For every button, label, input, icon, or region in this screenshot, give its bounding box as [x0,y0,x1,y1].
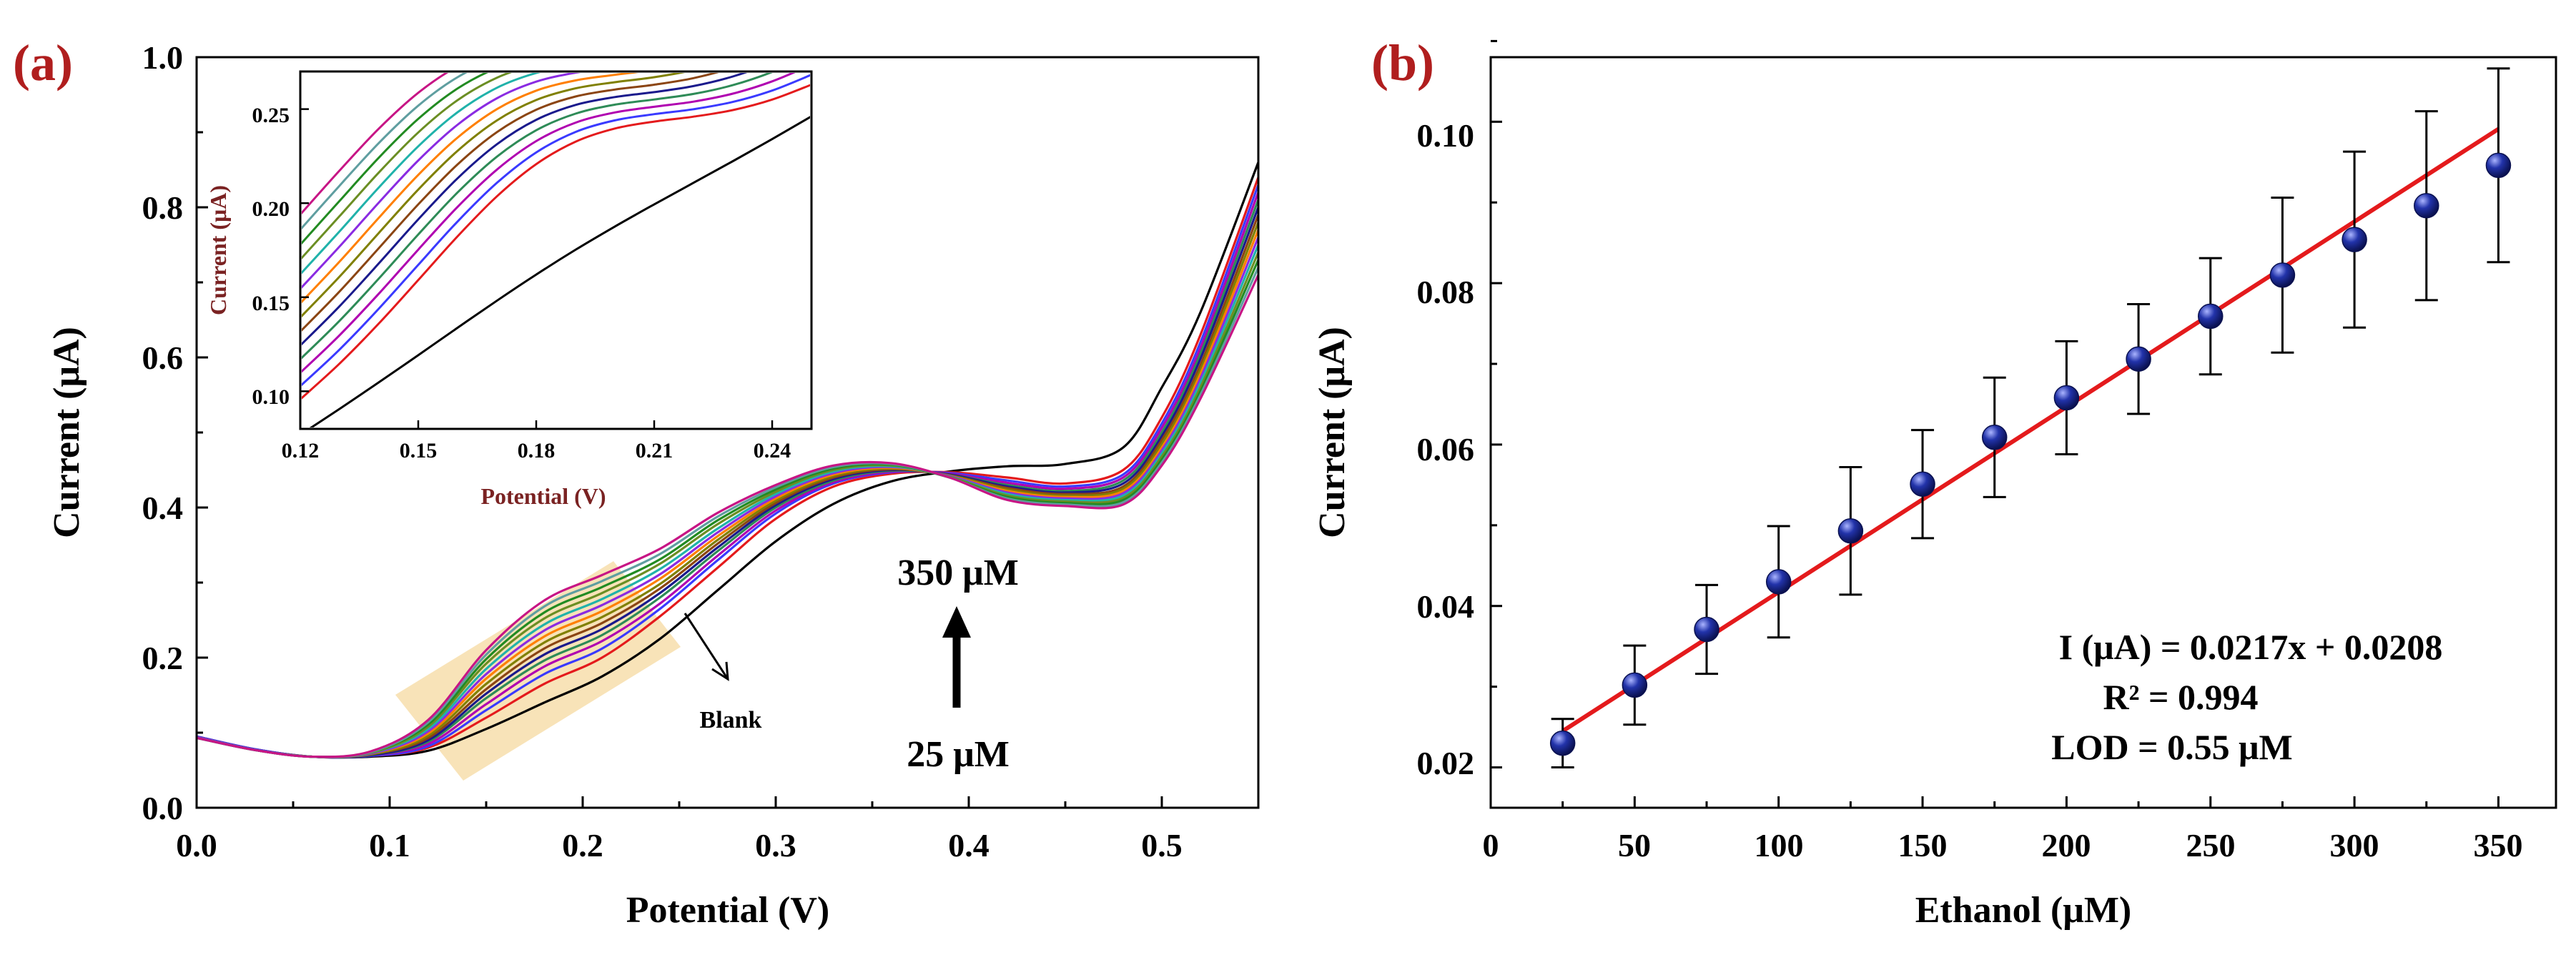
plot-b-frame [1489,56,2557,809]
inset-ytick-1: 0.15 [252,292,290,315]
inset-curve-9 [302,73,581,290]
calibration-marks [1549,67,2512,769]
a-xtick-2: 0.2 [562,827,603,863]
b-xtick-1: 50 [1618,827,1651,863]
inset-curve-3 [302,73,796,373]
inset-ytick-0: 0.10 [252,385,290,409]
inset-curve-2 [302,74,810,387]
label-blank: Blank [700,707,762,733]
blank-pointer-head [711,661,729,681]
panel-b: (b) 0 50 100 150 200 250 300 350 0.02 0.… [1312,34,2557,931]
data-point-12 [2414,192,2439,219]
inset-curve-7 [302,73,686,318]
a-ytick-1: 0.2 [142,640,184,676]
inset-xtick-0: 0.12 [282,439,320,462]
inset-curve-0 [309,116,810,427]
data-point-5 [1910,471,1935,498]
fit-equation: I (μA) = 0.0217x + 0.0208 [2059,627,2443,667]
inset-xtick-2: 0.18 [518,439,556,462]
label-350uM: 350 μM [897,553,1019,593]
a-ylabel: Current (μA) [46,327,87,538]
inset-curve-1 [302,84,810,400]
plot-b-ticks [1489,39,2499,808]
plot-a-ticks [195,56,1260,809]
a-xtick-4: 0.4 [948,827,990,863]
data-point-3 [1765,569,1792,595]
label-25uM: 25 μM [907,734,1010,775]
inset-ytick-3: 0.25 [252,104,290,127]
inset-xtick-3: 0.21 [636,439,673,462]
data-point-13 [2485,152,2512,179]
data-point-6 [1981,425,2008,450]
panel-a: (a) 0.0 0.1 0.2 0.3 0.4 0.5 0.0 0.2 0.4 … [13,34,1260,931]
a-xtick-0: 0.0 [176,827,217,863]
inset-curve-8 [302,73,639,304]
inset-curve-10 [302,73,541,274]
data-point-4 [1837,518,1864,544]
a-ytick-2: 0.4 [142,490,184,526]
inset-curve-4 [302,73,773,360]
inset-ticks [299,108,774,429]
inset-curve-5 [302,73,748,346]
b-ytick-4: 0.10 [1417,117,1475,154]
panel-b-label: (b) [1371,34,1434,91]
a-xtick-1: 0.1 [369,827,410,863]
inset-ytick-2: 0.20 [252,197,290,221]
data-point-0 [1549,730,1576,756]
b-xtick-6: 300 [2330,827,2379,863]
data-point-7 [2053,385,2080,411]
data-point-8 [2126,346,2151,372]
increase-arrow-head [942,606,971,638]
inset-curve-14 [302,73,449,215]
inset-xtick-1: 0.15 [400,439,438,462]
inset-xlabel: Potential (V) [480,483,606,509]
inset-curve-11 [302,73,512,260]
b-xtick-3: 150 [1898,827,1948,863]
data-point-11 [2341,227,2367,252]
b-ytick-0: 0.02 [1417,745,1475,781]
inset-frame [299,70,813,430]
a-ytick-5: 1.0 [142,39,184,76]
inset-curves [302,73,810,427]
b-xtick-4: 200 [2042,827,2091,863]
b-xlabel: Ethanol (μM) [1915,890,2131,931]
b-xtick-5: 250 [2186,827,2236,863]
data-point-1 [1622,672,1648,698]
inset-curve-13 [302,73,468,230]
b-ytick-2: 0.06 [1417,431,1475,467]
data-point-9 [2198,303,2224,330]
data-point-10 [2269,262,2296,288]
b-ytick-3: 0.08 [1417,274,1475,310]
b-xtick-0: 0 [1483,827,1499,863]
inset: 0.12 0.15 0.18 0.21 0.24 0.10 0.15 0.20 … [205,70,813,509]
inset-ylabel: Current (μA) [205,185,231,315]
data-point-2 [1694,616,1719,643]
panel-a-label: (a) [13,34,73,91]
b-ytick-1: 0.04 [1417,588,1475,625]
inset-xtick-4: 0.24 [754,439,791,462]
blank-pointer-line [684,613,729,680]
inset-curve-6 [302,73,719,332]
cv-curves [196,162,1260,759]
b-ylabel: Current (μA) [1312,327,1353,538]
a-xtick-5: 0.5 [1141,827,1183,863]
fit-r-squared: R² = 0.994 [2103,677,2258,717]
a-xlabel: Potential (V) [626,890,829,931]
cv-curve-14 [196,274,1260,758]
inset-curve-12 [302,73,488,245]
b-xtick-7: 350 [2474,827,2523,863]
a-ytick-4: 0.8 [142,189,184,226]
a-ytick-0: 0.0 [142,790,184,826]
b-xtick-2: 100 [1755,827,1804,863]
a-ytick-3: 0.6 [142,340,184,376]
fit-lod: LOD = 0.55 μM [2051,727,2292,767]
a-xtick-3: 0.3 [755,827,796,863]
